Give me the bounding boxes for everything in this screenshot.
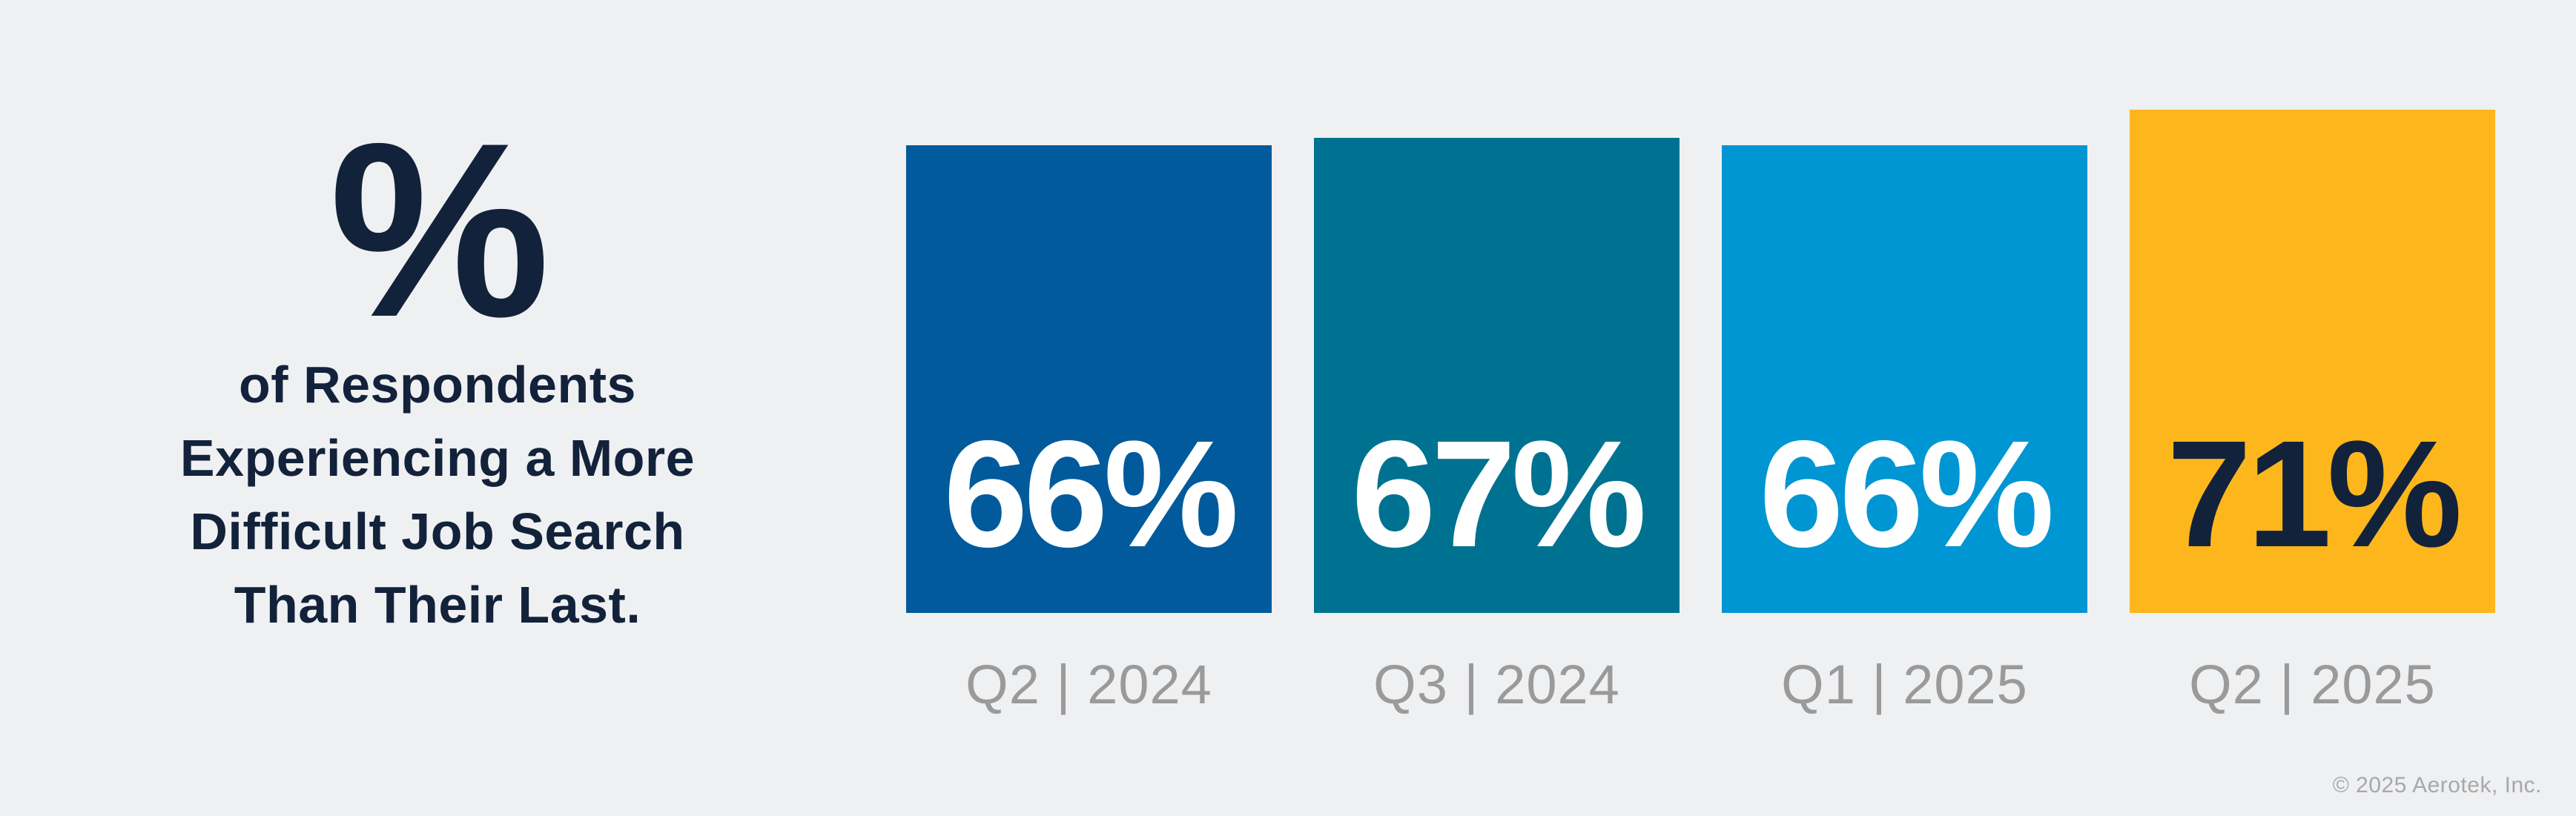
bar: 67% <box>1314 138 1680 613</box>
bar-category-label: Q1 | 2025 <box>1781 654 2028 715</box>
bar: 66% <box>1722 145 2087 613</box>
bar-value-label: 67% <box>1351 409 1646 579</box>
chart-title-block: % of Respondents Experiencing a More Dif… <box>126 91 749 642</box>
bar-category-label: Q3 | 2024 <box>1373 654 1620 715</box>
title-line-4: Than Their Last. <box>234 576 641 634</box>
bar-category-label: Q2 | 2024 <box>965 654 1212 715</box>
chart-title: of Respondents Experiencing a More Diffi… <box>126 348 749 642</box>
bar-value-label: 66% <box>1759 409 2054 579</box>
bar-group: 66% Q2 | 2024 <box>906 0 1272 715</box>
copyright-text: © 2025 Aerotek, Inc. <box>2332 773 2542 797</box>
title-line-3: Difficult Job Search <box>190 502 685 560</box>
title-line-1: of Respondents <box>239 356 636 414</box>
bar-value-label: 71% <box>2167 409 2462 579</box>
bar-chart: 66% Q2 | 2024 67% Q3 | 2024 66% Q1 | 202… <box>906 0 2495 715</box>
title-line-2: Experiencing a More <box>179 429 696 487</box>
percent-symbol: % <box>329 91 550 368</box>
bar: 66% <box>906 145 1272 613</box>
bar-value-label: 66% <box>943 409 1238 579</box>
bar-group: 67% Q3 | 2024 <box>1314 0 1680 715</box>
bar-group: 66% Q1 | 2025 <box>1722 0 2087 715</box>
bar: 71% <box>2130 110 2495 613</box>
bar-category-label: Q2 | 2025 <box>2189 654 2436 715</box>
bar-group: 71% Q2 | 2025 <box>2130 0 2495 715</box>
